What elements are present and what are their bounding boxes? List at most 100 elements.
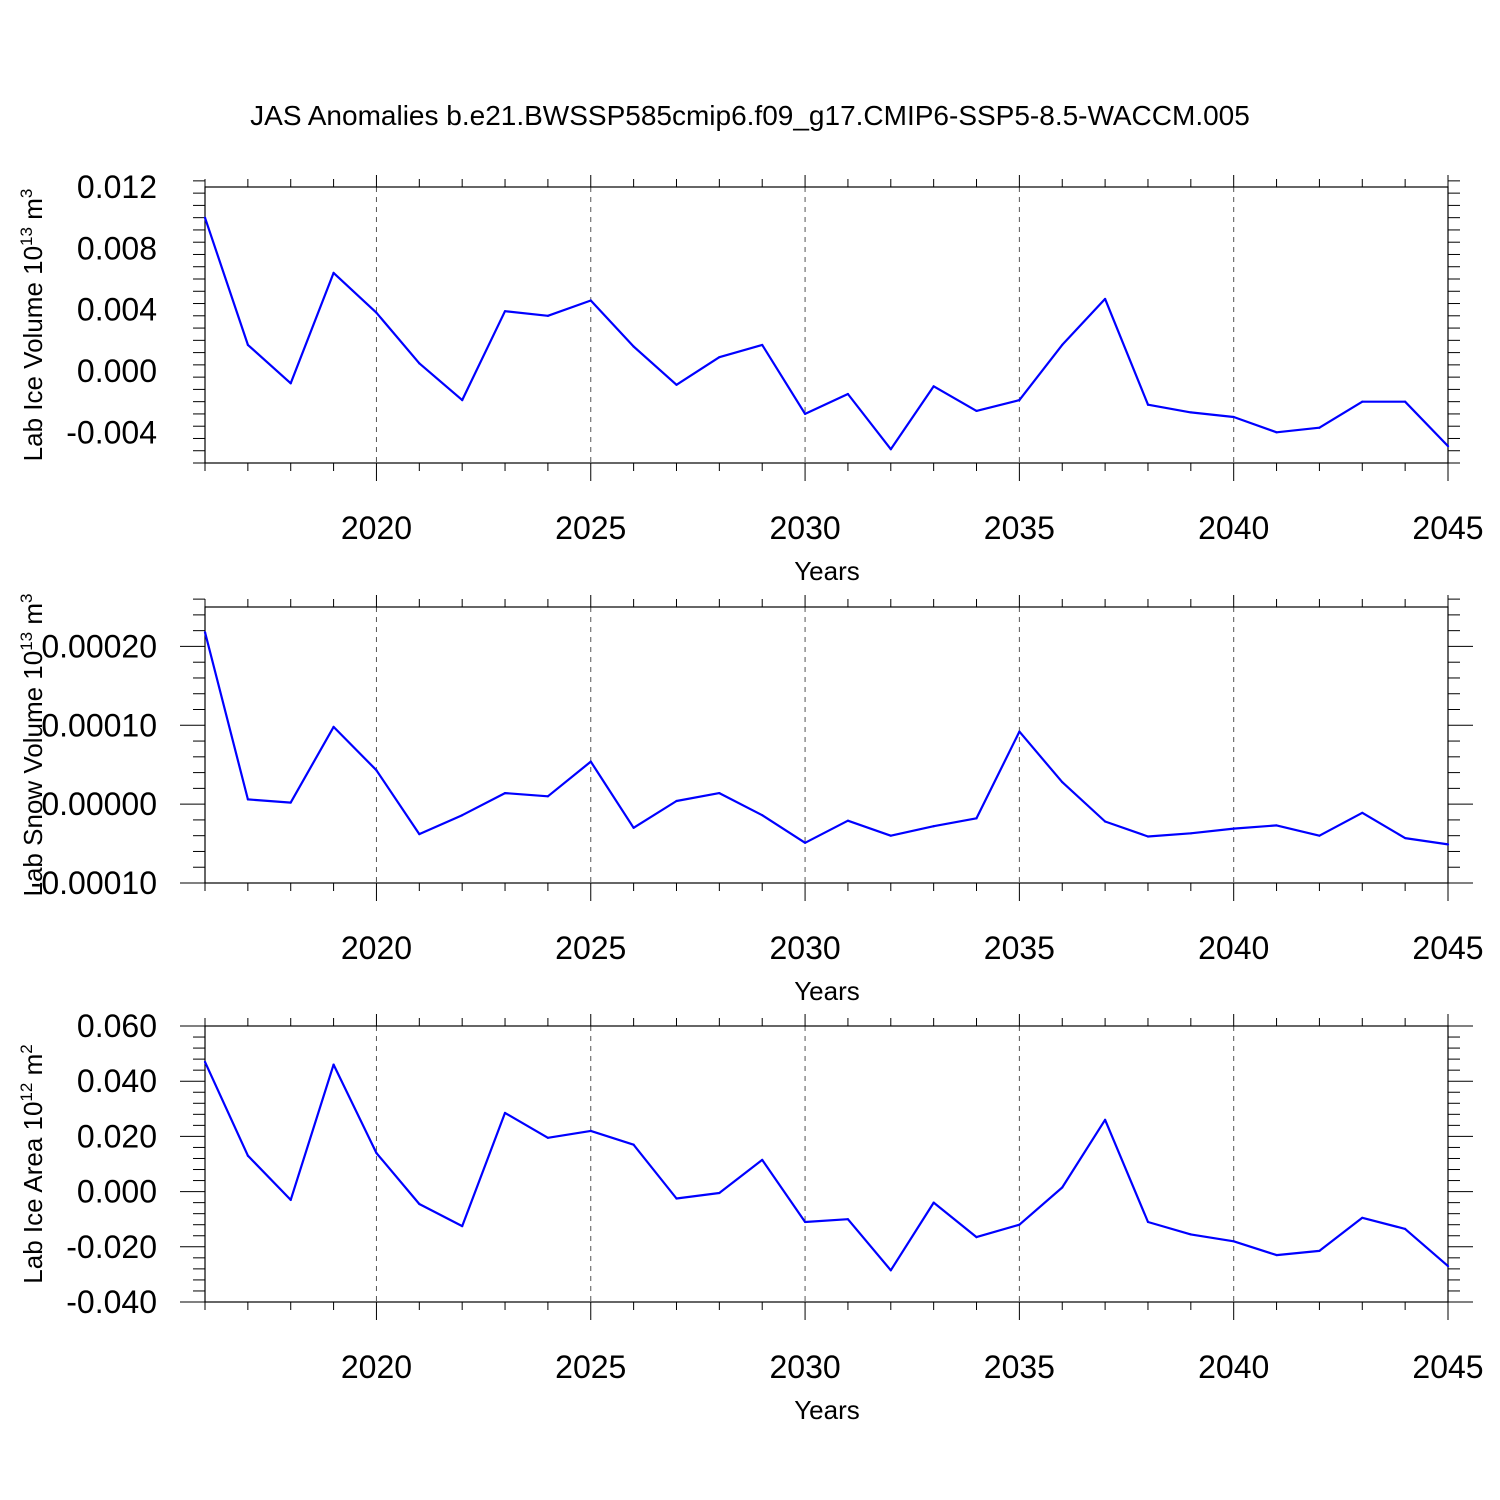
data-point [332, 271, 335, 274]
data-point [1275, 431, 1278, 434]
y-tick-label: 0.00020 [41, 628, 157, 664]
data-point [503, 1111, 507, 1115]
x-tick-label: 2025 [555, 930, 626, 966]
data-point [546, 1136, 549, 1139]
data-point [975, 1236, 978, 1239]
x-tick-label: 2040 [1198, 930, 1269, 966]
data-point [932, 385, 935, 388]
data-point [461, 1225, 464, 1228]
data-point [1189, 1233, 1192, 1236]
data-point [246, 1154, 249, 1157]
x-tick-label: 2040 [1198, 510, 1269, 546]
data-point [1104, 820, 1107, 823]
y-tick-label: 0.00010 [41, 707, 157, 743]
data-point [1061, 780, 1064, 784]
x-tick-label: 2040 [1198, 1349, 1269, 1385]
x-tick-label: 2025 [555, 1349, 626, 1385]
x-tick-label: 2030 [769, 510, 840, 546]
y-axis-label: Lab Ice Volume 1013 m3 [17, 189, 48, 462]
data-point [375, 311, 378, 314]
data-point [503, 310, 507, 313]
data-point [1018, 399, 1021, 402]
data-point [975, 817, 978, 820]
y-tick-label: 0.060 [77, 1008, 157, 1044]
data-point [418, 1202, 421, 1206]
data-point [461, 399, 464, 402]
data-point [675, 1197, 678, 1200]
data-point [418, 833, 421, 836]
data-point [1446, 843, 1450, 846]
data-point [332, 725, 335, 728]
data-point [375, 1151, 378, 1155]
y-tick-label: -0.020 [66, 1229, 157, 1265]
x-axis-label: Years [794, 1395, 860, 1425]
chart-title: JAS Anomalies b.e21.BWSSP585cmip6.f09_g1… [250, 100, 1250, 131]
data-point [932, 1201, 935, 1204]
data-point [1018, 1223, 1021, 1226]
data-point [1146, 403, 1150, 406]
y-axis-label: Lab Ice Area 1012 m2 [17, 1044, 48, 1283]
data-point [632, 826, 635, 829]
data-point [203, 631, 207, 634]
data-point [889, 834, 892, 837]
x-tick-label: 2030 [769, 930, 840, 966]
data-point [632, 345, 635, 348]
series-line [203, 217, 1449, 451]
x-tick-label: 2030 [769, 1349, 840, 1385]
data-point [418, 362, 421, 365]
data-point [1146, 835, 1150, 838]
data-point [1361, 811, 1364, 814]
data-point [546, 795, 549, 798]
panels: -0.004 0.000 0.004 0.008 0.012 2020 2025 2030 20… [17, 169, 1484, 1425]
series-line [203, 1061, 1449, 1272]
y-tick-label: 0.000 [77, 353, 157, 389]
data-point [289, 382, 292, 385]
data-point [675, 799, 678, 803]
data-point [975, 409, 978, 412]
data-point [1146, 1220, 1150, 1224]
x-tick-label: 2020 [341, 930, 412, 966]
data-point [1318, 1249, 1321, 1253]
data-point [761, 343, 764, 347]
x-tick-label: 2035 [984, 1349, 1055, 1385]
data-point [761, 1158, 764, 1161]
data-point [1361, 400, 1364, 403]
data-point [1404, 1227, 1407, 1230]
x-tick-label: 2025 [555, 510, 626, 546]
y-tick-label: 0.012 [77, 169, 157, 205]
data-point [675, 383, 678, 386]
data-point [1189, 411, 1192, 414]
y-tick-label: -0.004 [66, 414, 157, 450]
data-point [1232, 1240, 1235, 1243]
data-point [1189, 832, 1192, 835]
plot-frame [204, 1025, 1449, 1303]
data-point [1361, 1216, 1364, 1219]
x-tick-label: 2045 [1412, 510, 1483, 546]
x-tick-label: 2035 [984, 510, 1055, 546]
data-point [289, 801, 292, 804]
data-point [761, 814, 764, 817]
plot-frame [204, 186, 1449, 464]
data-point [1404, 400, 1407, 403]
data-point [889, 1269, 892, 1272]
y-tick-label: 0.004 [77, 292, 157, 328]
data-point [803, 841, 807, 844]
data-point [846, 1218, 850, 1221]
data-point [546, 314, 549, 317]
chart-panel-2: -0.00010 0.00000 0.00010 0.00020 2020 2025 203… [17, 593, 1484, 1006]
y-tick-label: -0.040 [66, 1284, 157, 1320]
data-point [803, 412, 807, 416]
data-point [246, 798, 249, 801]
data-point [1232, 827, 1235, 830]
data-point [1104, 1118, 1107, 1121]
y-tick-label: -0.00010 [31, 865, 157, 901]
data-point [1318, 834, 1321, 837]
data-point [375, 769, 378, 772]
data-point [846, 392, 850, 396]
data-point [632, 1143, 635, 1146]
chart-panel-3: -0.040 -0.020 0.000 0.020 0.040 0.060 2020 2025… [17, 1008, 1484, 1425]
data-point [589, 1129, 592, 1132]
data-point [1232, 415, 1235, 419]
